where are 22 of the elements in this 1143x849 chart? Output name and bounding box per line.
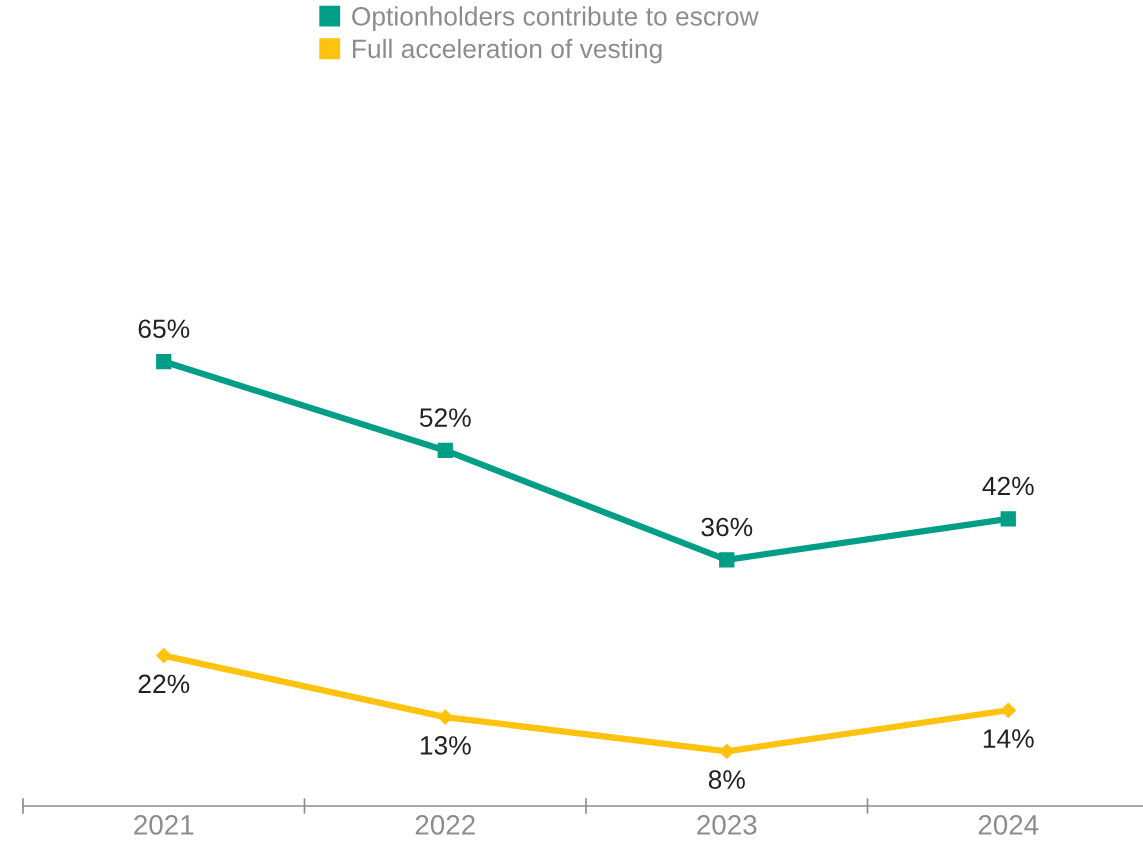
x-tick-label: 2022 <box>415 815 475 835</box>
point <box>719 552 735 568</box>
data-label: 52% <box>419 408 471 427</box>
x-tick-label: 2024 <box>978 815 1039 835</box>
point <box>719 743 735 759</box>
data-label: 22% <box>138 674 190 694</box>
x-tick-label: 2023 <box>697 815 757 835</box>
point <box>1000 702 1016 718</box>
legend-label: Optionholders contribute to escrow <box>352 6 759 31</box>
data-label: 8% <box>708 770 745 789</box>
data-label: 13% <box>420 736 471 755</box>
point <box>156 648 172 664</box>
legend-label: Full acceleration of vesting <box>353 38 662 64</box>
point <box>1000 511 1016 527</box>
point <box>437 709 453 725</box>
data-label: 65% <box>138 319 190 339</box>
data-label: 42% <box>982 476 1034 496</box>
data-label: 36% <box>701 517 753 537</box>
x-tick-label: 2021 <box>134 815 194 835</box>
data-label: 14% <box>983 729 1034 748</box>
point <box>156 353 172 370</box>
point <box>437 442 453 459</box>
